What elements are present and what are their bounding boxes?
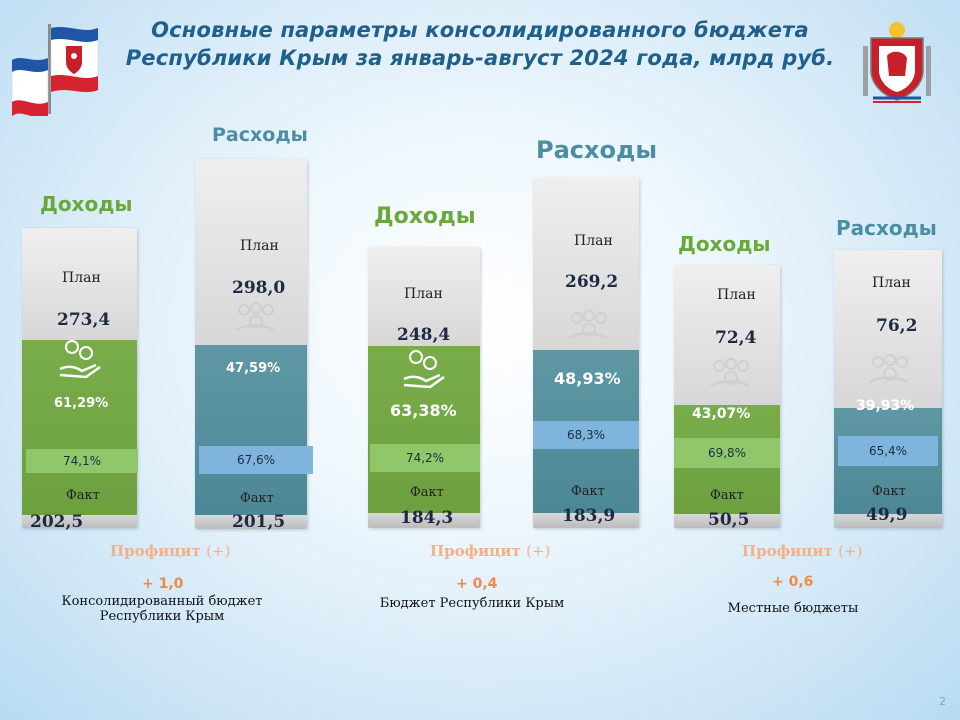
expense-bar-1: [195, 159, 307, 529]
surplus-value-1: + 1,0: [142, 576, 184, 592]
income-plan-value-3: 72,4: [715, 328, 757, 348]
expense-label-2: Расходы: [536, 136, 658, 164]
income-exec-band-1: 74,1%: [26, 449, 138, 473]
income-plan-label-2: План: [404, 286, 443, 302]
surplus-sign-2: (+): [526, 542, 551, 560]
surplus-label-2: Профицит (+): [430, 542, 550, 560]
page-title: Основные параметры консолидированного бю…: [120, 16, 840, 72]
income-fact-value-2: 184,3: [400, 508, 454, 528]
hand-coins-icon: [235, 302, 275, 332]
expense-plan-value-1: 298,0: [232, 278, 286, 298]
expense-plan-value-2: 269,2: [565, 272, 619, 292]
surplus-word-3: Профицит: [742, 542, 833, 560]
income-plan-label-1: План: [62, 270, 101, 286]
hand-coins-icon: [568, 310, 608, 340]
surplus-word-2: Профицит: [430, 542, 521, 560]
expense-share-3: 39,93%: [856, 398, 915, 414]
surplus-sign-1: (+): [206, 542, 231, 560]
income-fact-value-1: 202,5: [30, 512, 84, 532]
page-number: 2: [939, 695, 946, 708]
surplus-value-2: + 0,4: [456, 576, 498, 592]
expense-fact-value-2: 183,9: [562, 506, 616, 526]
income-exec-band-3: 69,8%: [674, 438, 780, 468]
income-plan-label-3: План: [717, 287, 756, 303]
expense-fact-label-1: Факт: [240, 491, 274, 506]
income-bar-2: [368, 247, 480, 528]
expense-fact-label-2: Факт: [571, 484, 605, 499]
group-caption-2: Бюджет Республики Крым: [360, 596, 584, 611]
hand-coins-icon: [869, 354, 909, 384]
title-line-1: Основные параметры консолидированного бю…: [151, 18, 809, 42]
group-caption-3: Местные бюджеты: [700, 601, 886, 616]
hand-coins-icon: [710, 358, 750, 388]
expense-plan-value-3: 76,2: [876, 316, 918, 336]
income-label-2: Доходы: [374, 204, 476, 229]
expense-fact-value-3: 49,9: [866, 505, 908, 525]
income-plan-value-2: 248,4: [397, 325, 451, 345]
expense-share-2: 48,93%: [554, 369, 621, 388]
group-caption-1-line-1: Консолидированный бюджет: [61, 594, 263, 609]
expense-fact-label-3: Факт: [872, 484, 906, 499]
income-fact-value-3: 50,5: [708, 510, 750, 530]
group-caption-3-line-1: Местные бюджеты: [727, 601, 859, 616]
group-caption-1-line-2: Республики Крым: [99, 609, 225, 624]
group-caption-2-line-1: Бюджет Республики Крым: [379, 596, 565, 611]
expense-label-3: Расходы: [836, 216, 937, 240]
crimea-coat-of-arms-icon: [863, 22, 931, 103]
title-line-2: Республики Крым за январь-август 2024 го…: [125, 46, 835, 70]
expense-exec-band-1: 67,6%: [199, 446, 313, 474]
surplus-value-3: + 0,6: [772, 574, 814, 590]
expense-share-1: 47,59%: [226, 361, 281, 376]
income-exec-band-2: 74,2%: [370, 444, 480, 472]
income-fact-label-3: Факт: [710, 488, 744, 503]
expense-exec-band-3: 65,4%: [838, 436, 938, 466]
surplus-label-1: Профицит (+): [110, 542, 230, 560]
income-plan-value-1: 273,4: [57, 310, 111, 330]
expense-label-1: Расходы: [212, 124, 308, 146]
expense-plan-label-1: План: [240, 238, 279, 254]
surplus-label-3: Профицит (+): [742, 542, 862, 560]
income-share-3: 43,07%: [692, 406, 751, 422]
crimea-flag-icon: [11, 24, 99, 116]
income-share-1: 61,29%: [54, 396, 109, 411]
expense-plan-label-3: План: [872, 275, 911, 291]
surplus-word-1: Профицит: [110, 542, 201, 560]
income-fact-label-2: Факт: [410, 485, 444, 500]
income-label-1: Доходы: [40, 192, 133, 216]
expense-exec-band-2: 68,3%: [533, 421, 639, 449]
surplus-sign-3: (+): [838, 542, 863, 560]
expense-fact-value-1: 201,5: [232, 512, 286, 532]
group-caption-1: Консолидированный бюджет Республики Крым: [40, 594, 284, 624]
hand-coins-icon: [59, 340, 101, 379]
hand-coins-icon: [403, 350, 445, 389]
income-share-2: 63,38%: [390, 401, 457, 420]
income-label-3: Доходы: [678, 232, 771, 256]
income-fact-label-1: Факт: [66, 488, 100, 503]
expense-plan-label-2: План: [574, 233, 613, 249]
